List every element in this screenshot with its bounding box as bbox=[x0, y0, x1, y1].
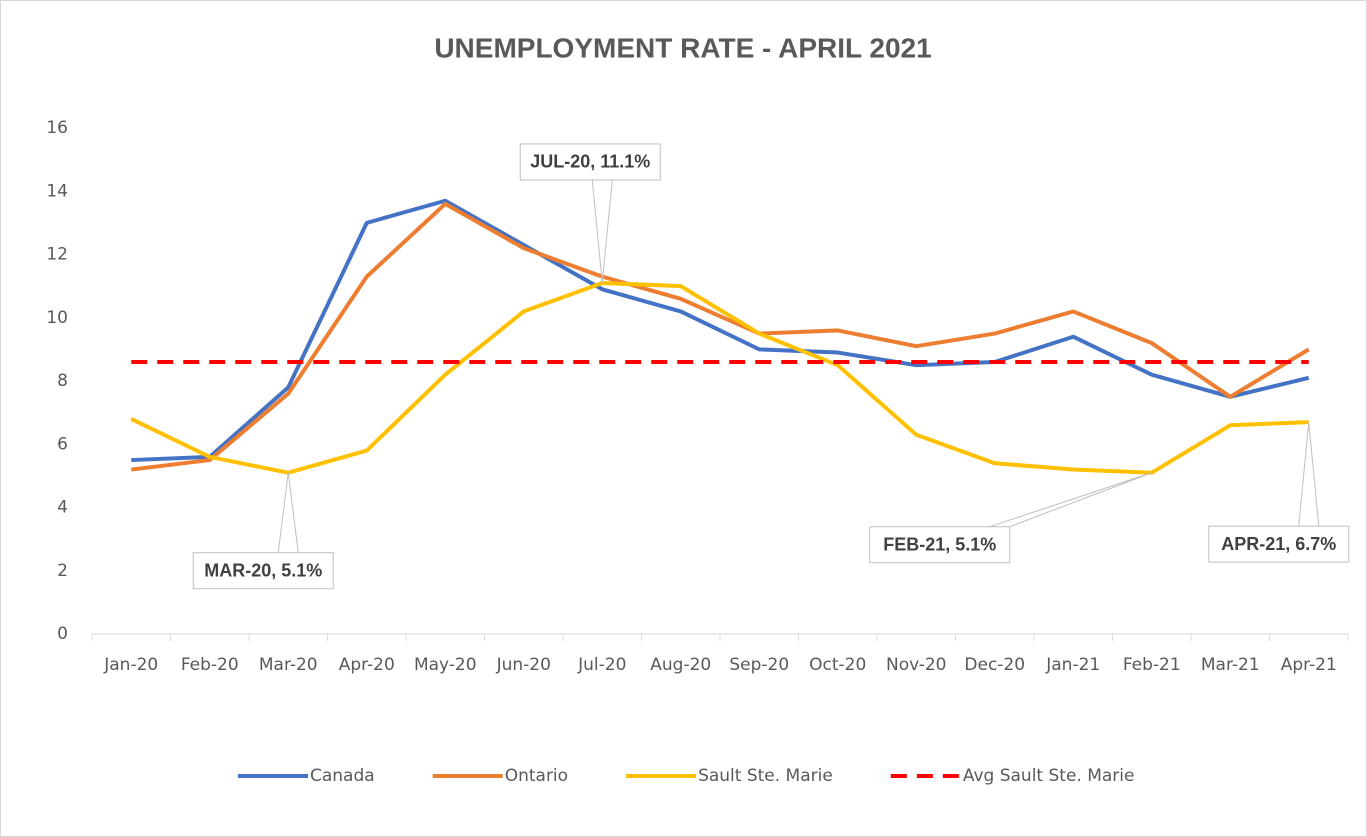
x-tick-label: Apr-21 bbox=[1281, 655, 1337, 675]
callout-box bbox=[869, 526, 1011, 564]
y-tick-label: 4 bbox=[57, 498, 68, 518]
callout-pointer bbox=[277, 472, 299, 553]
x-tick-label: Aug-20 bbox=[650, 655, 711, 675]
x-tick-label: Jan-21 bbox=[1045, 655, 1100, 675]
y-tick-label: 8 bbox=[57, 371, 68, 391]
y-tick-label: 10 bbox=[46, 308, 68, 328]
callout-label: JUL-20, 11.1% bbox=[530, 152, 650, 172]
x-tick-label: Dec-20 bbox=[964, 655, 1025, 675]
x-tick-label: Mar-20 bbox=[259, 655, 318, 675]
callout-pointer bbox=[1298, 422, 1320, 527]
y-tick-label: 12 bbox=[46, 245, 68, 265]
y-tick-label: 14 bbox=[46, 181, 68, 201]
series-line bbox=[131, 198, 1310, 463]
series-line bbox=[131, 201, 1310, 472]
y-tick-label: 2 bbox=[57, 561, 68, 581]
x-tick-label: Oct-20 bbox=[809, 655, 866, 675]
series-line bbox=[130, 280, 1309, 475]
x-tick-label: Apr-20 bbox=[339, 655, 395, 675]
x-tick-label: Feb-21 bbox=[1123, 655, 1181, 675]
x-tick-label: Mar-21 bbox=[1201, 655, 1260, 675]
callout-box bbox=[519, 143, 661, 181]
y-tick-label: 16 bbox=[46, 118, 68, 138]
legend-label: Ontario bbox=[505, 766, 568, 786]
x-tick-label: Sep-20 bbox=[729, 655, 789, 675]
x-tick-label: Jun-20 bbox=[496, 655, 551, 675]
callout-box bbox=[192, 552, 334, 590]
legend-label: Sault Ste. Marie bbox=[698, 766, 833, 786]
legend-label: Canada bbox=[310, 766, 375, 786]
y-tick-label: 0 bbox=[57, 624, 68, 644]
callout-label: APR-21, 6.7% bbox=[1221, 534, 1336, 554]
chart-title: UNEMPLOYMENT RATE - APRIL 2021 bbox=[434, 32, 931, 63]
callout-label: MAR-20, 5.1% bbox=[204, 560, 322, 580]
x-tick-label: Jul-20 bbox=[577, 655, 626, 675]
y-tick-label: 6 bbox=[57, 434, 68, 454]
callout-pointer bbox=[591, 179, 613, 284]
x-tick-label: Nov-20 bbox=[886, 655, 947, 675]
x-tick-label: Feb-20 bbox=[181, 655, 239, 675]
callout-label: FEB-21, 5.1% bbox=[883, 534, 996, 554]
callout-box bbox=[1208, 525, 1350, 563]
x-tick-label: May-20 bbox=[414, 655, 477, 675]
legend-label: Avg Sault Ste. Marie bbox=[963, 766, 1135, 786]
callout-pointer bbox=[989, 472, 1152, 528]
x-tick-label: Jan-20 bbox=[103, 655, 158, 675]
